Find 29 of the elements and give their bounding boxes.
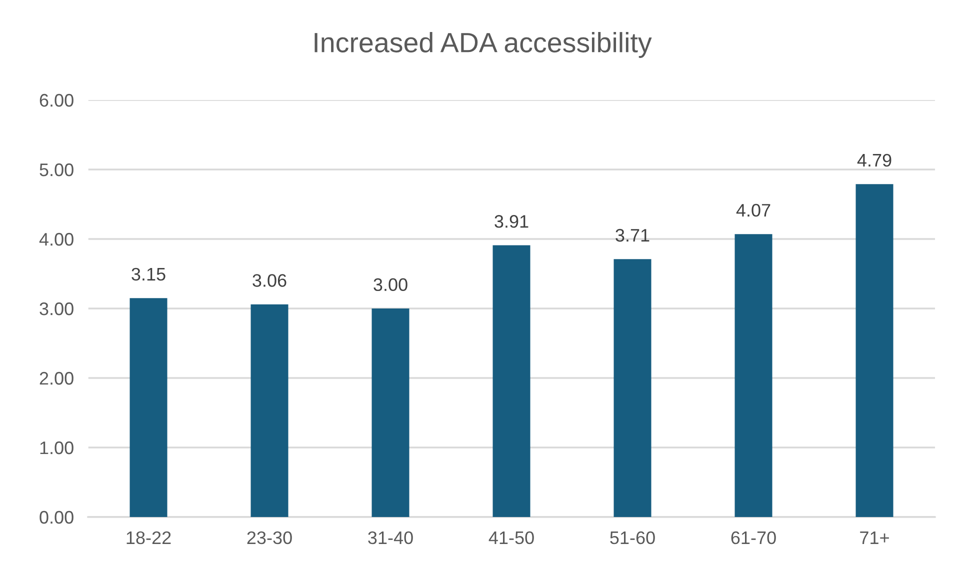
x-tick-label: 41-50 — [488, 531, 534, 544]
bar — [856, 184, 894, 517]
data-label: 3.06 — [252, 274, 286, 287]
y-tick-label: 0.00 — [40, 510, 74, 524]
y-tick-label: 5.00 — [40, 163, 74, 176]
bar — [372, 308, 410, 517]
y-tick-label: 1.00 — [40, 441, 74, 454]
bar — [614, 259, 652, 517]
y-tick-label: 4.00 — [39, 232, 74, 246]
y-tick-label: 2.00 — [40, 372, 74, 385]
data-label: 4.07 — [736, 204, 770, 217]
data-label: 3.91 — [494, 215, 528, 228]
bar — [734, 234, 772, 517]
x-tick-label: 61-70 — [731, 531, 776, 544]
bar — [250, 304, 288, 517]
data-label: 3.15 — [132, 268, 166, 281]
x-tick-label: 31-40 — [368, 531, 413, 544]
data-label: 3.71 — [616, 228, 650, 242]
x-tick-label: 18-22 — [126, 531, 171, 544]
bar — [492, 245, 530, 517]
data-label: 3.00 — [374, 278, 408, 292]
y-tick-label: 6.00 — [40, 94, 74, 107]
x-tick-label: 23-30 — [247, 531, 292, 544]
x-tick-label: 71+ — [860, 532, 889, 544]
y-tick-label: 3.00 — [40, 302, 74, 316]
bar — [130, 298, 168, 517]
data-label: 4.79 — [857, 154, 892, 167]
chart-title: Increased ADA accessibility — [314, 32, 652, 58]
x-tick-label: 51-60 — [610, 531, 655, 544]
